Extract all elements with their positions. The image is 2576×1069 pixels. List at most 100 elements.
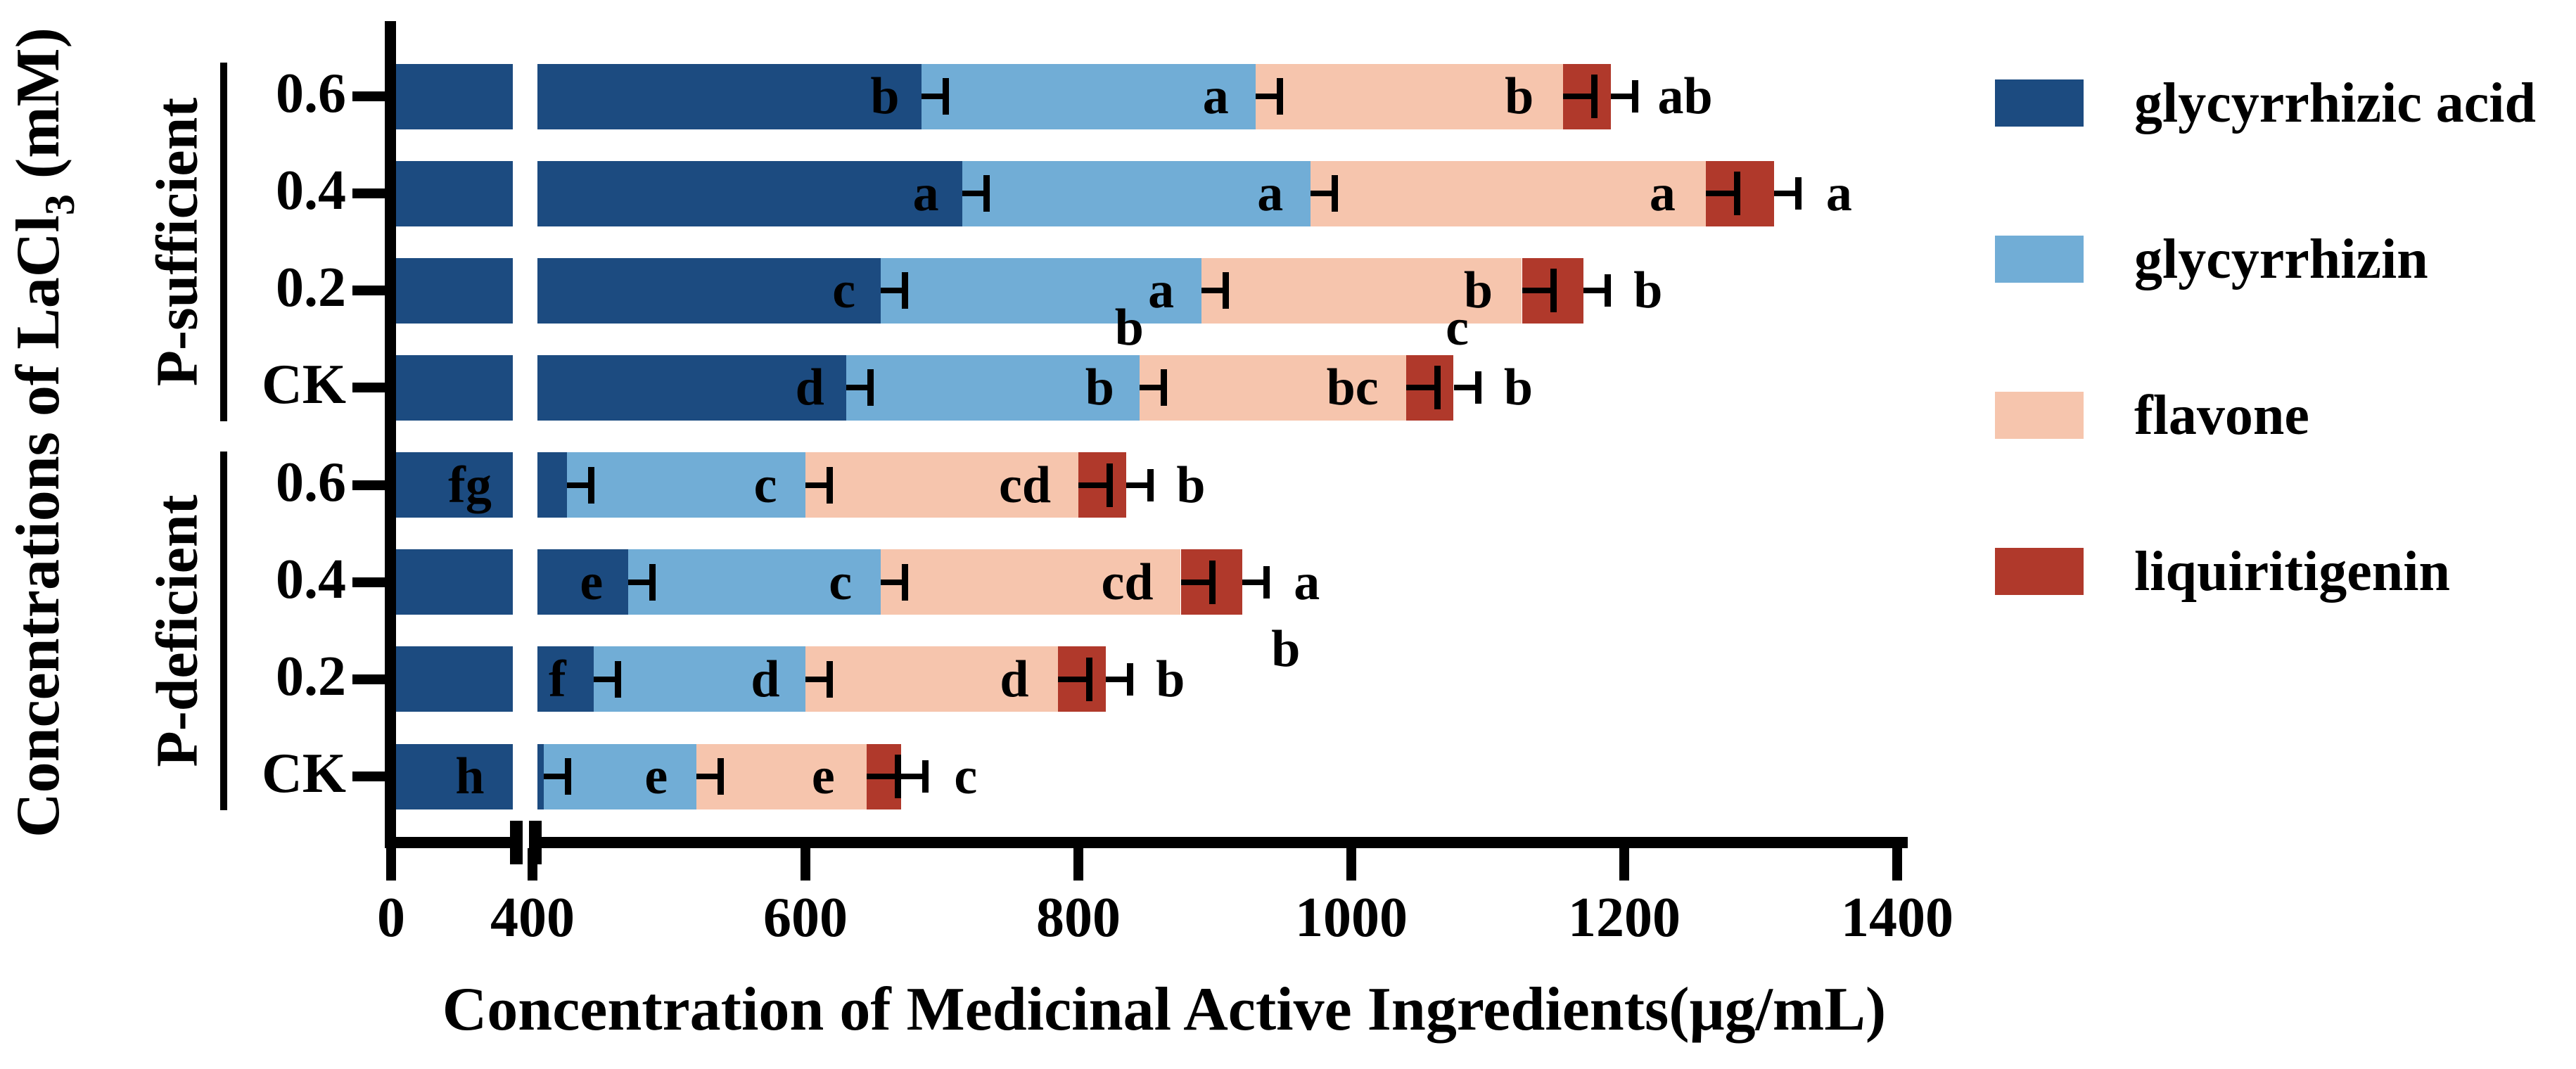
error-whisker-line [867,774,895,780]
legend-label: flavone [2134,385,2309,447]
error-whisker-cap [1126,662,1133,696]
significance-letter: b [1271,620,1301,678]
bar-segment-glycyrrhizic-acid-prebreak [396,452,513,518]
error-whisker-cap [564,758,571,795]
error-whisker-cap [1604,274,1611,307]
group-bracket-p-sufficient [220,63,227,421]
bar-segment-flavone [696,743,867,809]
significance-letter: fg [448,456,492,514]
bar-segment-glycyrrhizin [594,646,805,712]
legend-label: glycyrrhizic acid [2134,72,2536,134]
x-axis-line-left-of-break [385,837,523,848]
bar-segment-flavone [1256,63,1563,129]
significance-letter: a [1649,165,1676,223]
bar-segment-glycyrrhizic-acid [537,549,628,615]
significance-letter: cd [999,456,1051,514]
significance-letter: a [1294,553,1320,611]
significance-letter: c [954,748,978,806]
axis-break-icon [510,821,523,864]
bar-segment-flavone [805,646,1058,712]
error-whisker-line [594,676,616,682]
error-whisker-line [805,482,827,488]
x-tick-label: 1400 [1841,887,1953,949]
significance-letter: b [1633,262,1663,320]
category-label: 0.6 [276,451,346,513]
bar-segment-flavone [1140,354,1406,421]
error-whisker-line [1180,579,1209,585]
bar-segment-glycyrrhizic-acid [537,743,544,809]
error-whisker-line [1201,288,1223,294]
bar-segment-glycyrrhizic-acid [537,452,567,518]
legend-swatch [1995,548,2084,595]
significance-letter: b [1176,456,1206,514]
y-tick [352,480,385,490]
bar-segment-glycyrrhizin [880,257,1201,324]
category-label: 0.2 [276,645,346,708]
significance-letter: a [1825,165,1852,223]
y-tick [352,286,385,296]
error-whisker-line [696,774,718,780]
x-tick-label: 600 [763,887,848,949]
error-whisker-line [880,288,902,294]
x-axis-line [529,837,1908,848]
error-whisker-line [1310,191,1332,197]
x-tick-label: 1200 [1568,887,1681,949]
significance-letter: c [1446,298,1469,357]
error-whisker-cap [827,466,833,504]
significance-letter: e [811,748,835,806]
bar-segment-glycyrrhizic-acid-prebreak [396,743,513,809]
bar-segment-glycyrrhizin [566,452,805,518]
legend: glycyrrhizic acid glycyrrhizin flavone l… [1995,0,2572,633]
x-tick-label: 0 [377,887,405,949]
error-whisker-cap [1263,565,1270,598]
error-whisker-line [543,774,565,780]
error-whisker-line [846,385,868,391]
error-whisker-cap [1331,175,1338,212]
bar-segment-glycyrrhizic-acid [537,160,963,226]
significance-letter: d [1000,650,1029,708]
error-whisker-line [1405,385,1434,391]
bar-segment-flavone [1310,160,1707,226]
error-whisker-cap [1209,560,1216,604]
error-whisker-line [805,676,827,682]
error-whisker-line [1105,676,1127,682]
error-whisker-cap [615,660,622,698]
legend-swatch [1995,79,2084,127]
category-label: 0.4 [276,160,346,222]
error-whisker-cap [983,175,990,212]
error-whisker-line [566,482,588,488]
bar-segment-glycyrrhizin [921,63,1256,129]
significance-letter: a [1148,262,1175,320]
legend-swatch [1995,236,2084,283]
error-whisker-cap [901,272,908,309]
x-tick [528,848,537,881]
significance-letter: b [1505,68,1534,125]
error-whisker-line [1562,94,1591,99]
significance-letter: b [1463,262,1493,320]
bar-segment-glycyrrhizic-acid [537,354,847,421]
error-whisker-cap [717,758,724,795]
significance-letter: c [829,553,853,611]
group-bracket-p-deficient [220,452,227,810]
bar-segment-glycyrrhizic-acid [537,63,922,129]
error-whisker-line [1256,94,1277,99]
error-whisker-cap [1795,177,1802,210]
bar-segment-glycyrrhizic-acid-prebreak [396,354,513,421]
bar-segment-glycyrrhizic-acid-prebreak [396,257,513,324]
error-whisker-line [1140,385,1161,391]
y-tick [352,91,385,101]
category-label: 0.2 [276,257,346,319]
error-whisker-line [1057,676,1086,682]
bar-segment-glycyrrhizic-acid-prebreak [396,160,513,226]
significance-letter: a [912,165,939,223]
bar-segment-glycyrrhizic-acid-prebreak [396,549,513,615]
error-whisker-cap [1434,366,1441,410]
error-whisker-line [1774,191,1796,197]
x-tick [1619,848,1629,881]
y-tick [352,188,385,199]
category-label: 0.6 [276,62,346,124]
error-whisker-cap [895,755,902,799]
error-whisker-line [1583,288,1605,294]
